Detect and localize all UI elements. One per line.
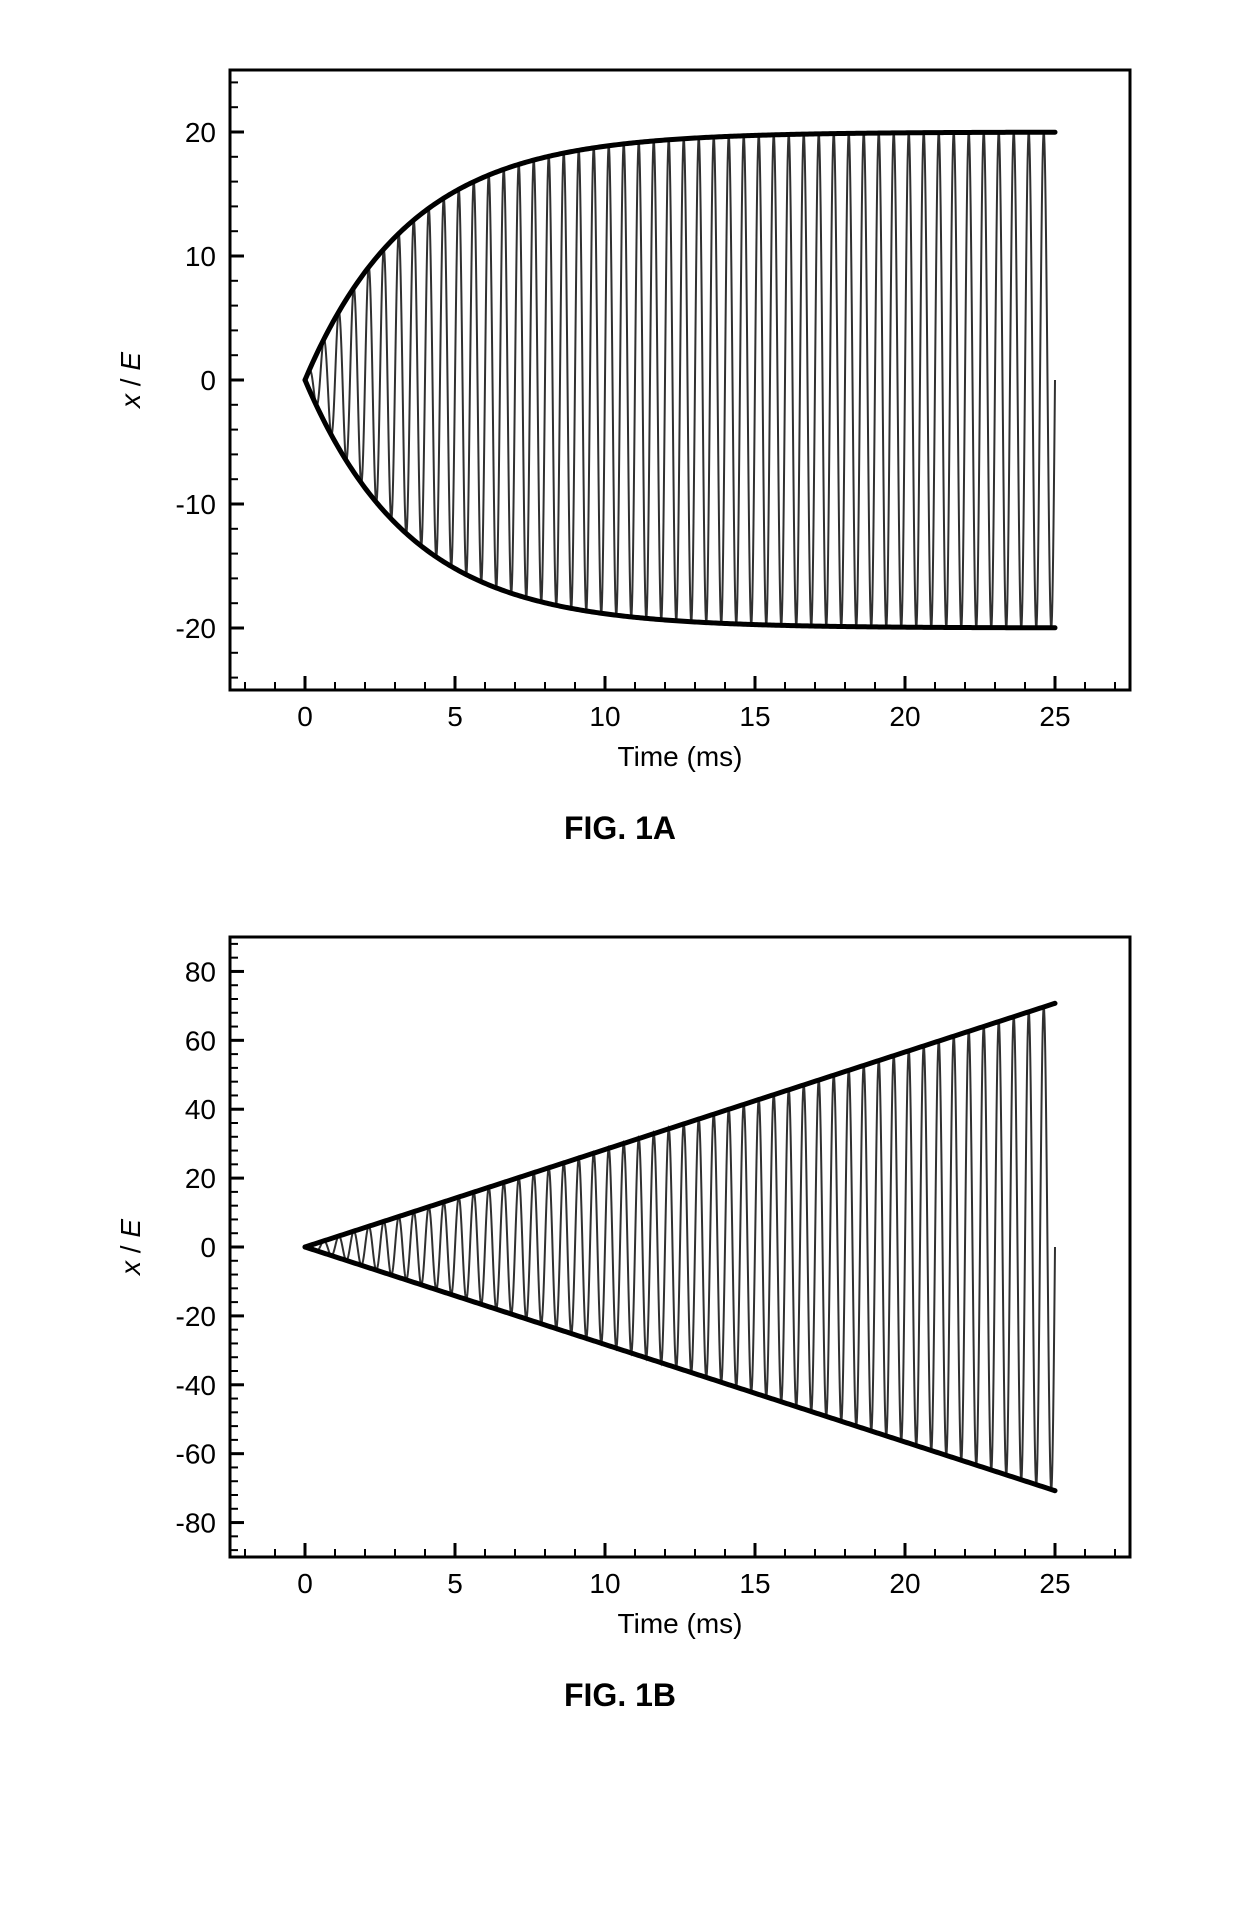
svg-text:-40: -40 — [176, 1370, 216, 1401]
svg-text:15: 15 — [739, 701, 770, 732]
svg-text:80: 80 — [185, 956, 216, 987]
svg-text:10: 10 — [185, 241, 216, 272]
svg-text:0: 0 — [297, 1568, 313, 1599]
svg-text:Time (ms): Time (ms) — [618, 741, 743, 772]
chart-b-svg: 0 5 10 15 20 25 -80 -60 -40 -20 0 20 40 60 80 Time (ms)… — [80, 907, 1160, 1667]
svg-text:-20: -20 — [176, 613, 216, 644]
svg-text:25: 25 — [1039, 1568, 1070, 1599]
svg-text:60: 60 — [185, 1025, 216, 1056]
svg-text:0: 0 — [200, 365, 216, 396]
chart-panel-a: 0 5 10 15 20 25 -20 -10 0 10 20 Time (ms) x / E FIG.… — [40, 40, 1200, 847]
svg-text:0: 0 — [200, 1232, 216, 1263]
svg-text:-80: -80 — [176, 1508, 216, 1539]
chart-a-svg: 0 5 10 15 20 25 -20 -10 0 10 20 Time (ms) x / E — [80, 40, 1160, 800]
svg-text:25: 25 — [1039, 701, 1070, 732]
chart-panel-b: 0 5 10 15 20 25 -80 -60 -40 -20 0 20 40 60 80 Time (ms)… — [40, 907, 1200, 1714]
caption-b: FIG. 1B — [40, 1677, 1200, 1714]
svg-text:20: 20 — [185, 1163, 216, 1194]
svg-text:Time (ms): Time (ms) — [618, 1608, 743, 1639]
caption-a: FIG. 1A — [40, 810, 1200, 847]
svg-text:20: 20 — [185, 117, 216, 148]
svg-text:x / E: x / E — [115, 352, 146, 410]
svg-text:10: 10 — [589, 701, 620, 732]
svg-text:15: 15 — [739, 1568, 770, 1599]
svg-text:40: 40 — [185, 1094, 216, 1125]
svg-text:10: 10 — [589, 1568, 620, 1599]
svg-text:20: 20 — [889, 1568, 920, 1599]
svg-text:-20: -20 — [176, 1301, 216, 1332]
svg-text:-10: -10 — [176, 489, 216, 520]
svg-text:5: 5 — [447, 701, 463, 732]
svg-text:0: 0 — [297, 701, 313, 732]
svg-text:-60: -60 — [176, 1439, 216, 1470]
svg-text:20: 20 — [889, 701, 920, 732]
svg-text:5: 5 — [447, 1568, 463, 1599]
svg-text:x / E: x / E — [115, 1219, 146, 1277]
